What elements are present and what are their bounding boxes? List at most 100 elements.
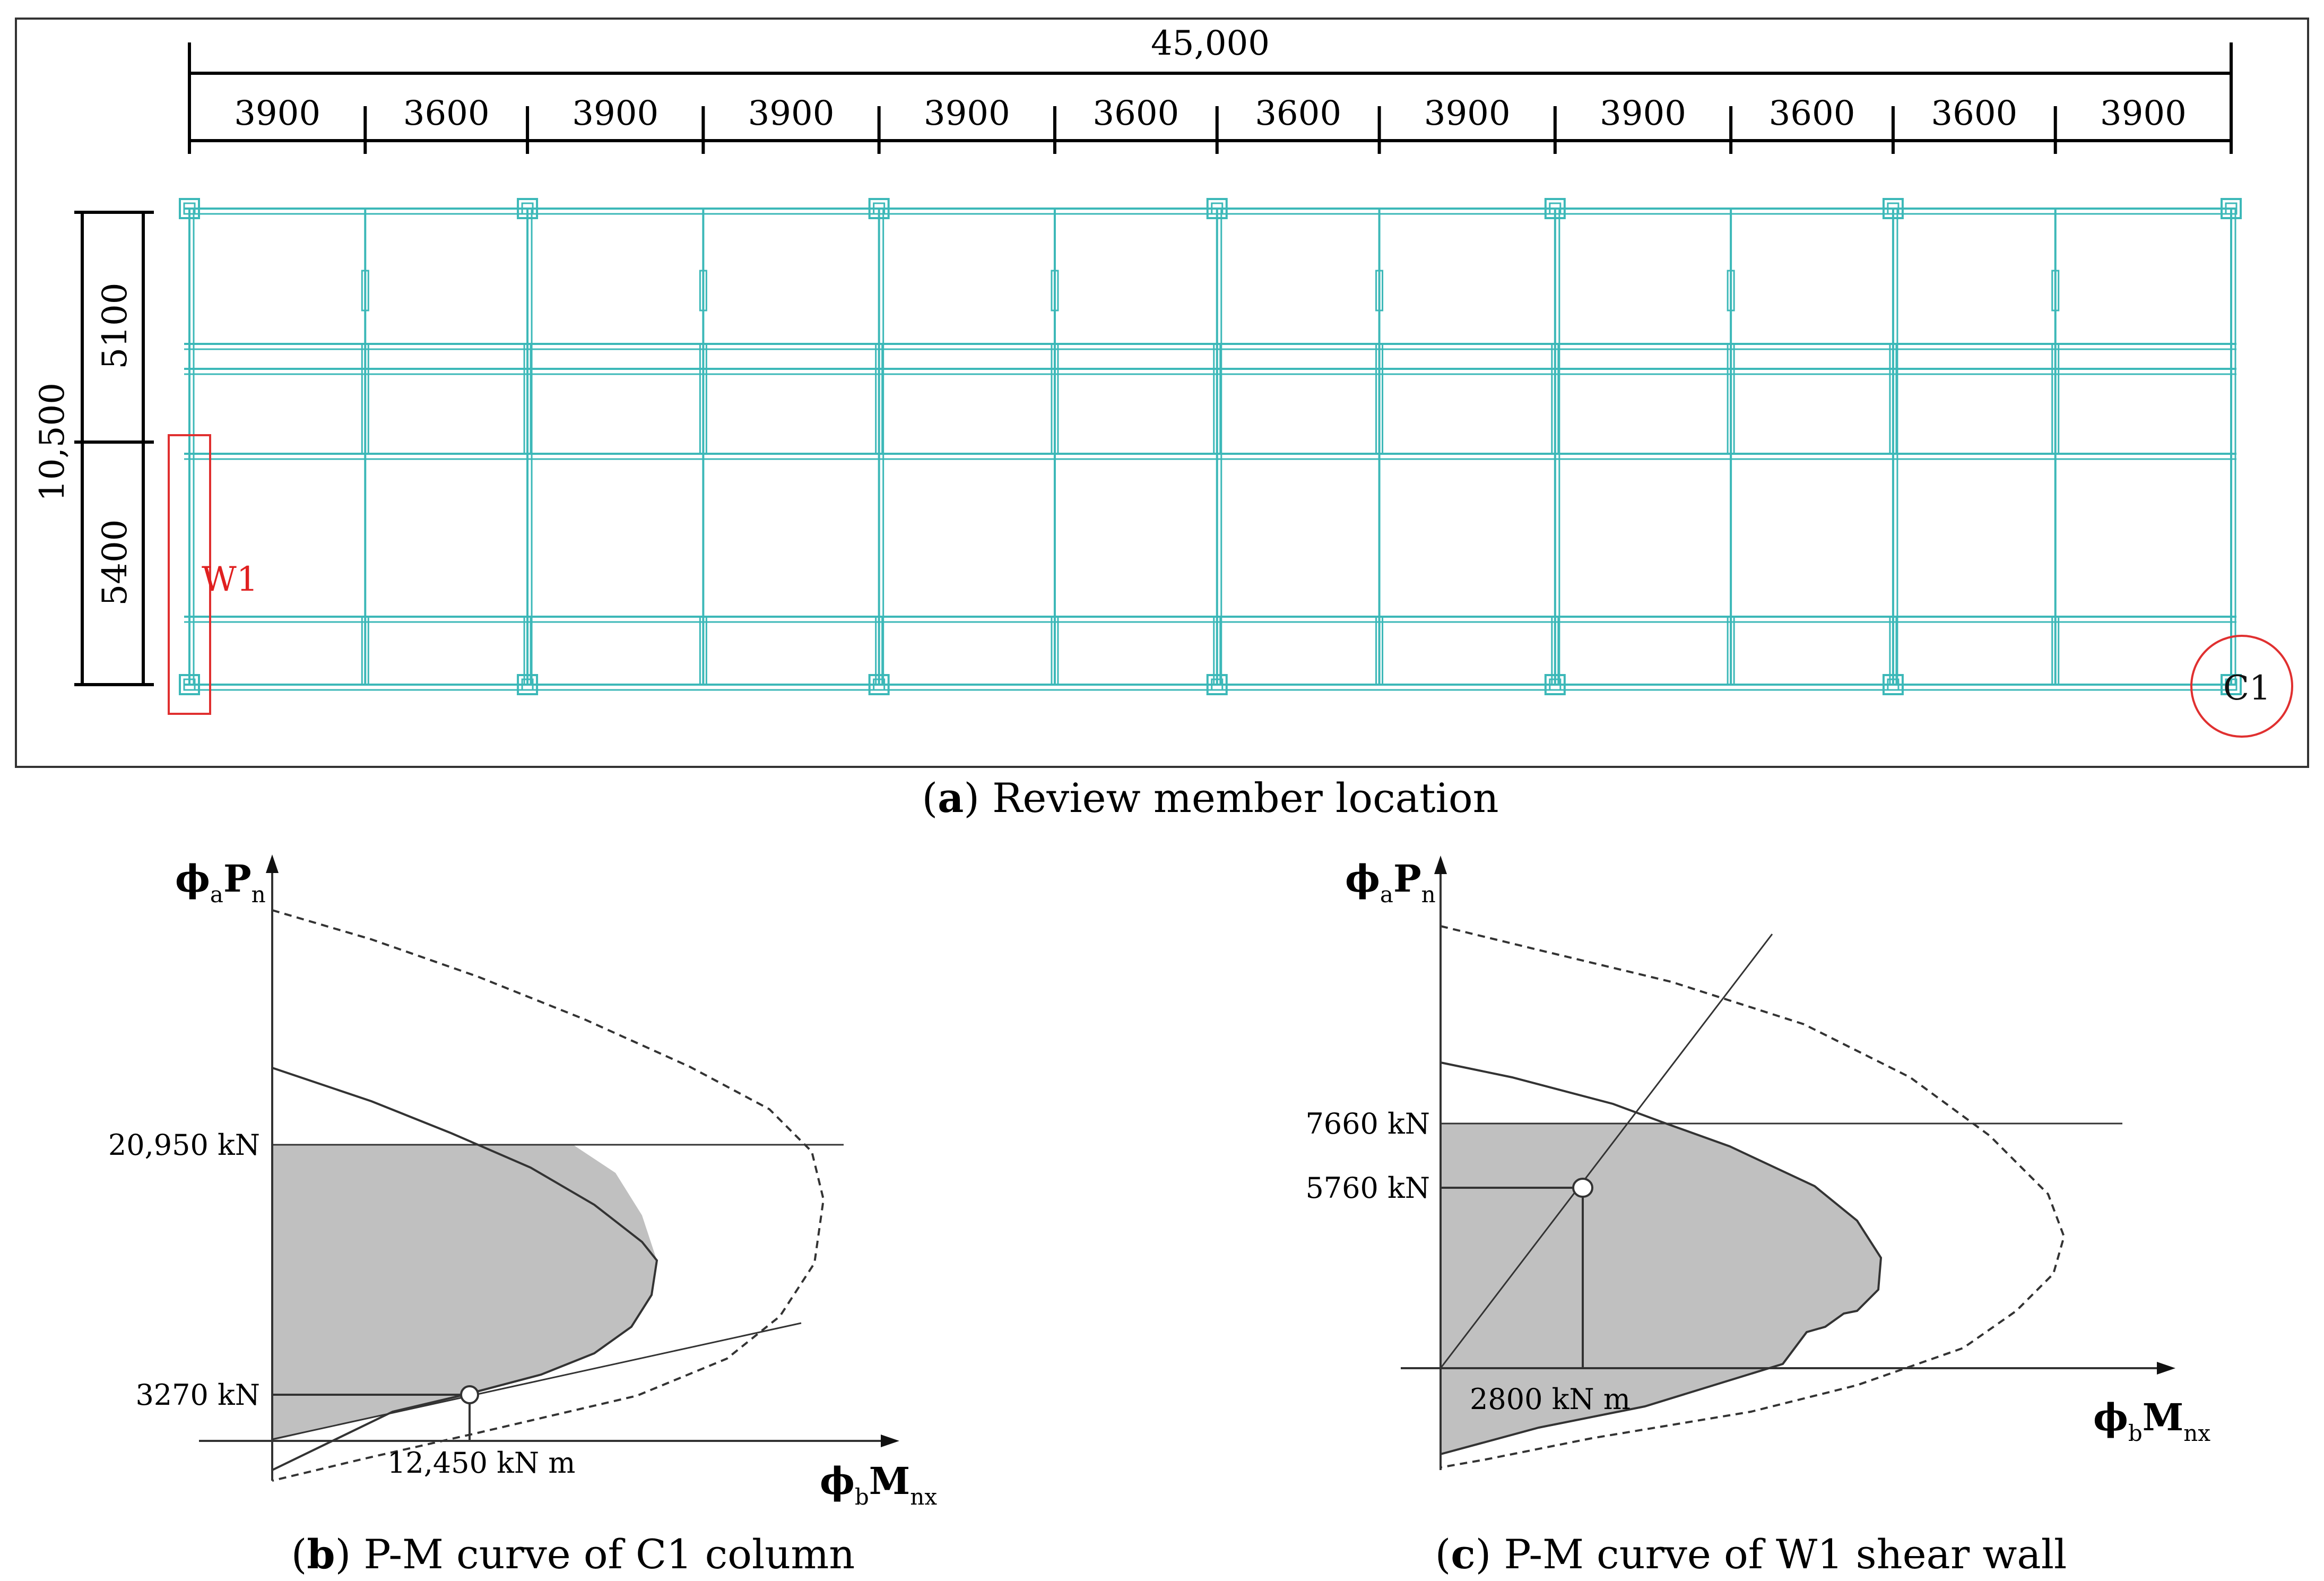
- column-core: [1211, 678, 1224, 691]
- bay-dimensions: 3900 3600 3900 3900 3900 3600 3600 3900 3900 3600…: [189, 94, 2231, 154]
- wall-segment: [1889, 616, 1897, 686]
- c1-moment-point-label: 12,450 kN m: [387, 1446, 575, 1480]
- wall-segment: [361, 270, 369, 312]
- wall-segment: [2051, 616, 2060, 686]
- column-core: [1211, 202, 1224, 215]
- c1-load-upper-label: 20,950 kN: [108, 1128, 260, 1162]
- wall-segment: [1213, 616, 1221, 686]
- bay-width-label: 3600: [403, 94, 490, 133]
- wall-segment: [699, 270, 707, 312]
- c1-nominal-curve: [272, 909, 825, 1482]
- wall-segment: [1727, 343, 1735, 455]
- column: [1882, 674, 1904, 695]
- wall-segment: [1551, 616, 1559, 686]
- depth-label-5400: 5400: [96, 520, 135, 606]
- column-core: [2225, 678, 2238, 691]
- column: [1544, 674, 1566, 695]
- caption-a: (a) Review member location: [922, 774, 1498, 822]
- c1-pm-panel: ϕaPn ϕbMnx 20,950 kN 3270 kN 12,450 kN m…: [108, 854, 937, 1578]
- c1-shaded-region: [272, 1145, 657, 1441]
- column-core: [2225, 202, 2238, 215]
- w1-load-point-label: 5760 kN: [1305, 1171, 1430, 1205]
- column: [179, 674, 200, 695]
- column: [179, 198, 200, 219]
- column: [517, 674, 539, 695]
- wall-segment: [699, 343, 707, 455]
- wall-segment: [875, 343, 883, 455]
- w1-y-axis-label: ϕaPn: [1345, 857, 1436, 908]
- column-core: [183, 202, 196, 215]
- column: [517, 198, 539, 219]
- total-dimension: [188, 42, 2233, 154]
- w1-y-axis-arrow: [1434, 856, 1447, 874]
- bay-width-label: 3900: [234, 94, 320, 133]
- depth-label-5100: 5100: [96, 283, 135, 369]
- column: [1206, 198, 1228, 219]
- wall-segment: [523, 343, 532, 455]
- wall-segment: [2051, 270, 2060, 312]
- bay-width-label: 3600: [1931, 94, 2017, 133]
- wall-segment: [1375, 270, 1384, 312]
- column-core: [521, 202, 534, 215]
- c1-highlight-circle: [2190, 635, 2293, 738]
- w1-pm-panel: ϕaPn ϕbMnx 7660 kN 5760 kN 2800 kN m (c)…: [1305, 856, 2210, 1578]
- c1-load-point-label: 3270 kN: [135, 1378, 260, 1412]
- w1-load-point: [1572, 1178, 1593, 1198]
- c1-eccentricity-line: [272, 1322, 802, 1440]
- wall-segment: [523, 616, 532, 686]
- caption-b: (b) P-M curve of C1 column: [291, 1531, 855, 1578]
- wall-segment: [1551, 343, 1559, 455]
- bay-width-label: 3900: [924, 94, 1010, 133]
- column-core: [521, 678, 534, 691]
- plan-border: [15, 18, 2309, 768]
- wall-segment: [1051, 270, 1059, 312]
- plan-panel: 45,000 3900 3600 3900 3900 3900 3600 3600 3900 3…: [15, 18, 2309, 822]
- wall-segment: [1375, 343, 1384, 455]
- wall-segment: [1375, 616, 1384, 686]
- column: [1544, 198, 1566, 219]
- structural-frame: [179, 198, 2242, 695]
- caption-c: (c) P-M curve of W1 shear wall: [1435, 1531, 2067, 1578]
- column-core: [183, 678, 196, 691]
- column: [868, 674, 890, 695]
- bay-width-label: 3900: [748, 94, 835, 133]
- w1-highlight-box: [168, 434, 211, 715]
- w1-x-axis-label: ϕbMnx: [2093, 1395, 2210, 1446]
- c1-label: C1: [2223, 669, 2271, 708]
- c1-y-axis-label: ϕaPn: [175, 857, 266, 908]
- depth-dimensions: [74, 211, 154, 686]
- wall-segment: [875, 616, 883, 686]
- wall-segment: [1051, 616, 1059, 686]
- w1-design-curve: [1440, 1061, 1883, 1455]
- wall-segment: [1727, 616, 1735, 686]
- wall-segment: [1889, 343, 1897, 455]
- w1-load-upper-label: 7660 kN: [1305, 1107, 1430, 1141]
- c1-x-axis-label: ϕbMnx: [820, 1459, 937, 1510]
- w1-moment-point-label: 2800 kN m: [1470, 1383, 1631, 1416]
- wall-segment: [1213, 343, 1221, 455]
- w1-label: W1: [202, 560, 258, 599]
- w1-x-axis-arrow: [2157, 1362, 2175, 1375]
- bay-width-label: 3900: [572, 94, 658, 133]
- wall-segment: [2051, 343, 2060, 455]
- column: [868, 198, 890, 219]
- column: [1206, 674, 1228, 695]
- c1-load-point: [460, 1385, 479, 1404]
- column-core: [873, 678, 886, 691]
- wall-segment: [1051, 343, 1059, 455]
- total-depth-label: 10,500: [33, 383, 72, 502]
- c1-x-axis-arrow: [881, 1435, 899, 1447]
- w1-shaded-region: [1441, 1124, 1881, 1454]
- column: [2221, 198, 2242, 219]
- wall-segment: [699, 616, 707, 686]
- wall-segment: [361, 616, 369, 686]
- column-core: [1549, 202, 1562, 215]
- bay-width-label: 3900: [1600, 94, 1686, 133]
- column-core: [1887, 202, 1900, 215]
- wall-segment: [361, 343, 369, 455]
- column-core: [873, 202, 886, 215]
- bay-width-label: 3900: [2100, 94, 2187, 133]
- bay-width-label: 3600: [1092, 94, 1179, 133]
- column: [1882, 198, 1904, 219]
